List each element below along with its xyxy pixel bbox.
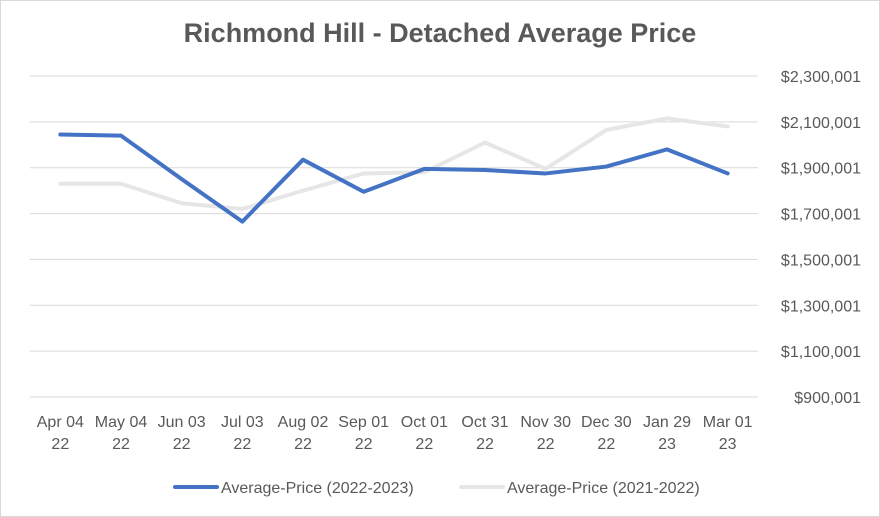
legend-label: Average-Price (2022-2023) — [221, 480, 414, 497]
y-tick-label: $1,500,001 — [781, 252, 861, 269]
x-tick-label: Jul 03 22 — [221, 414, 264, 453]
x-tick-label: Nov 30 22 — [520, 414, 571, 453]
chart-title: Richmond Hill - Detached Average Price — [184, 18, 697, 48]
gridlines — [30, 75, 758, 398]
y-tick-label: $1,100,001 — [781, 344, 861, 361]
x-tick-label: Apr 04 22 — [37, 414, 84, 453]
y-tick-label: $2,300,001 — [781, 69, 861, 86]
y-tick-label: $1,700,001 — [781, 207, 861, 224]
x-axis-tick-labels: Apr 04 22 May 04 22 Jun 03 22 Jul 03 22 Aug 02 22… — [37, 414, 753, 453]
legend: Average-Price (2022-2023) Average-Price (… — [173, 480, 700, 497]
series-line-2 — [58, 116, 730, 211]
x-tick-label: Jan 29 23 — [643, 414, 691, 453]
x-tick-label: Jun 03 22 — [158, 414, 206, 453]
y-tick-label: $2,100,001 — [781, 115, 861, 132]
x-tick-label: Aug 02 22 — [278, 414, 329, 453]
series-line-1 — [58, 132, 730, 224]
x-tick-label: May 04 22 — [95, 414, 148, 453]
y-tick-label: $900,001 — [794, 390, 861, 407]
y-tick-label: $1,300,001 — [781, 298, 861, 315]
series-lines — [58, 116, 730, 224]
x-tick-label: Oct 01 22 — [401, 414, 448, 453]
legend-label: Average-Price (2021-2022) — [507, 480, 700, 497]
x-tick-label: Oct 31 22 — [461, 414, 508, 453]
x-tick-label: Sep 01 22 — [338, 414, 389, 453]
x-tick-label: Mar 01 23 — [703, 414, 753, 453]
y-tick-label: $1,900,001 — [781, 161, 861, 178]
x-tick-label: Dec 30 22 — [581, 414, 632, 453]
y-axis-tick-labels: $2,300,001 $2,100,001 $1,900,001 $1,700,001… — [781, 69, 861, 407]
